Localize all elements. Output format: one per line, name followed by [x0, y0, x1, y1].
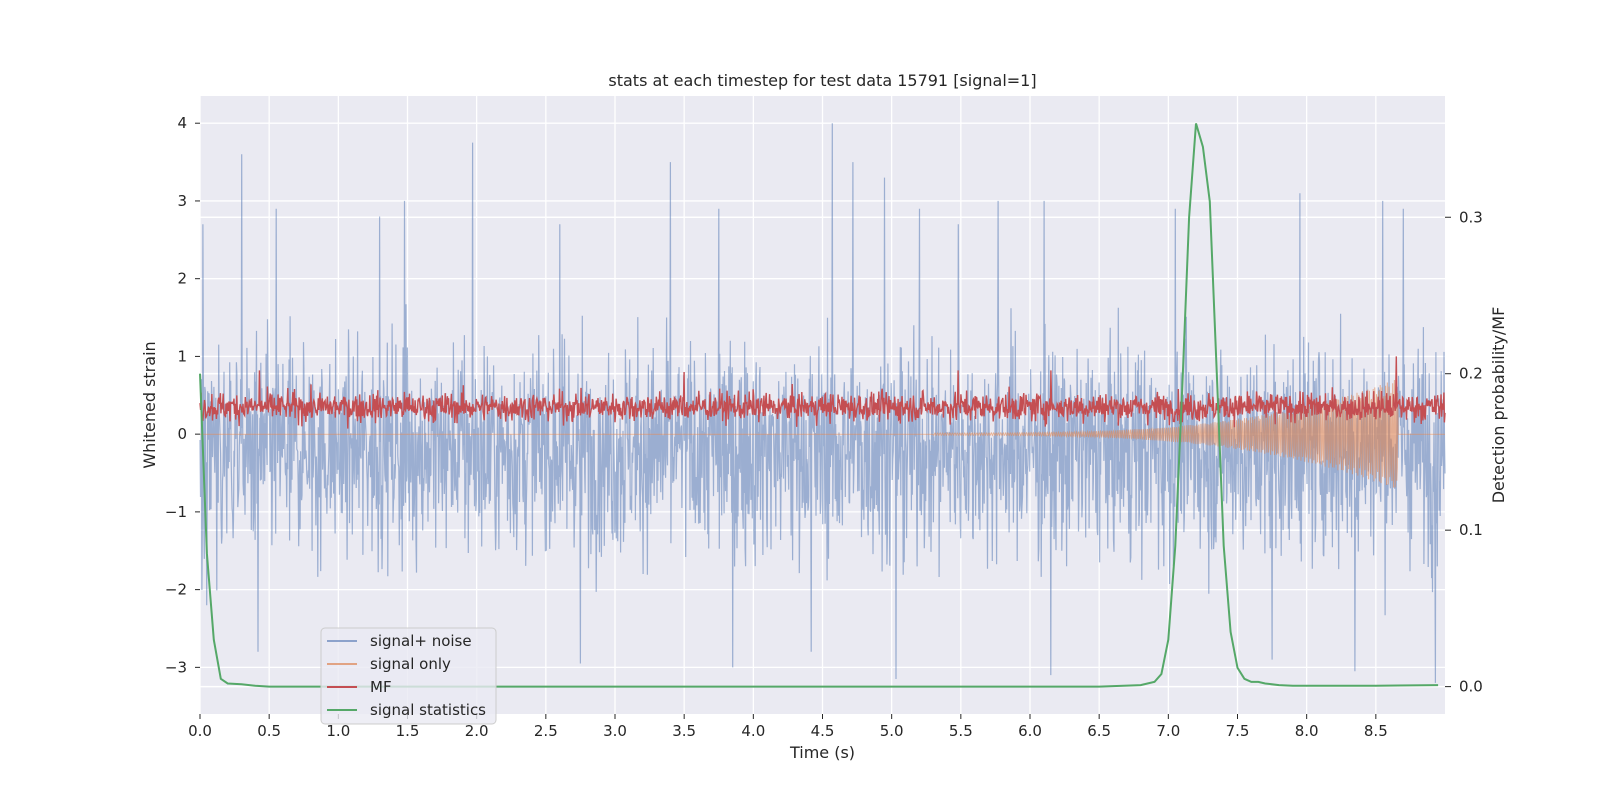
- legend-label: signal statistics: [370, 701, 486, 719]
- x-tick-label: 2.0: [465, 722, 489, 740]
- y2-tick-label: 0.2: [1459, 365, 1483, 383]
- x-tick-label: 8.0: [1295, 722, 1319, 740]
- y-tick-label: −1: [165, 503, 187, 521]
- y-tick-label: 4: [177, 114, 187, 132]
- x-tick-label: 1.5: [396, 722, 420, 740]
- series-signal-noise: [199, 123, 1446, 683]
- legend: [320, 627, 497, 725]
- x-tick-label: 5.5: [949, 722, 973, 740]
- legend-label: MF: [370, 678, 392, 696]
- x-tick-label: 0.0: [188, 722, 212, 740]
- x-tick-label: 7.5: [1226, 722, 1250, 740]
- y-tick-label: 2: [177, 270, 187, 288]
- legend-label: signal+ noise: [370, 632, 472, 650]
- y-tick-label: 1: [177, 347, 187, 365]
- x-tick-label: 3.0: [603, 722, 627, 740]
- y-tick-label: −2: [165, 581, 187, 599]
- x-tick-label: 8.5: [1364, 722, 1388, 740]
- series-signal-only: [200, 379, 1445, 488]
- y-tick-label: 0: [177, 425, 187, 443]
- x-tick-label: 7.0: [1156, 722, 1180, 740]
- y2-tick-label: 0.0: [1459, 678, 1483, 696]
- x-tick-label: 6.0: [1018, 722, 1042, 740]
- y2-axis-label: Detection probability/MF: [1489, 307, 1508, 504]
- series-mf: [199, 356, 1446, 429]
- x-tick-label: 4.0: [741, 722, 765, 740]
- y2-tick-label: 0.3: [1459, 208, 1483, 226]
- x-tick-label: 2.5: [534, 722, 558, 740]
- x-axis-label: Time (s): [789, 743, 855, 762]
- y2-tick-label: 0.1: [1459, 521, 1483, 539]
- x-tick-label: 3.5: [672, 722, 696, 740]
- x-tick-label: 5.0: [880, 722, 904, 740]
- series-signal-statistics: [199, 123, 1439, 688]
- legend-label: signal only: [370, 655, 451, 673]
- x-tick-label: 0.5: [257, 722, 281, 740]
- y-tick-label: −3: [165, 658, 187, 676]
- chart-title: stats at each timestep for test data 157…: [608, 71, 1036, 90]
- x-tick-label: 4.5: [811, 722, 835, 740]
- y-axis-label: Whitened strain: [140, 341, 159, 468]
- x-tick-label: 6.5: [1087, 722, 1111, 740]
- x-tick-label: 1.0: [326, 722, 350, 740]
- y-tick-label: 3: [177, 192, 187, 210]
